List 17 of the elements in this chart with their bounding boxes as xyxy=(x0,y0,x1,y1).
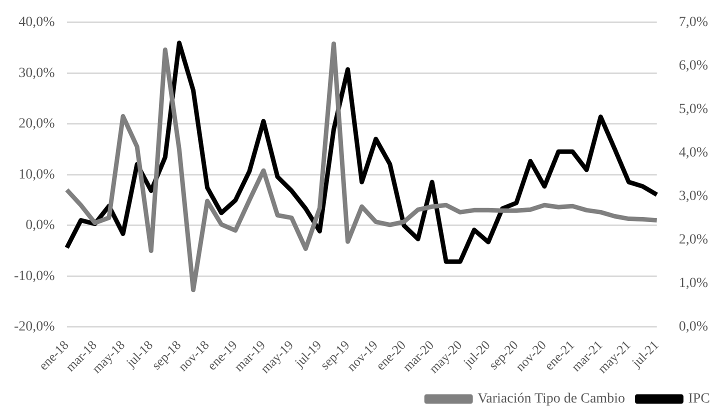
y2-tick-label: 7,0% xyxy=(678,15,708,30)
y-tick-label: 0,0% xyxy=(26,218,56,234)
y2-tick-label: 0,0% xyxy=(678,320,708,335)
y2-tick-label: 2,0% xyxy=(678,232,708,248)
legend-label: IPC xyxy=(688,392,710,407)
y-tick-label: 40,0% xyxy=(18,15,56,30)
y2-tick-label: 3,0% xyxy=(678,189,708,204)
y2-tick-label: 1,0% xyxy=(678,276,708,292)
y-tick-label: 20,0% xyxy=(18,116,56,132)
y2-tick-label: 5,0% xyxy=(678,102,708,118)
y-tick-label: 30,0% xyxy=(18,66,56,81)
y2-tick-label: 4,0% xyxy=(678,146,708,161)
legend-label: Variación Tipo de Cambio xyxy=(478,392,625,407)
y2-tick-label: 6,0% xyxy=(678,58,708,74)
y-tick-label: -10,0% xyxy=(14,268,56,284)
y-tick-label: -20,0% xyxy=(14,320,56,335)
y-tick-label: 10,0% xyxy=(18,167,56,182)
